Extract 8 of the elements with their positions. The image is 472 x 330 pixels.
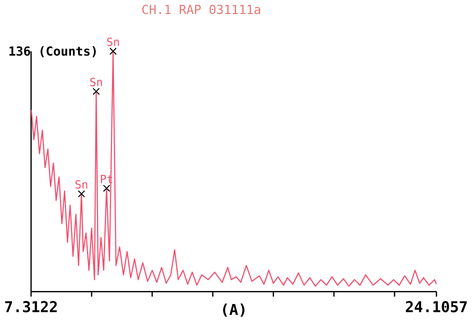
y-axis-title: 136 (Counts) [9,46,96,58]
annotation: Sn [76,180,88,189]
annotation: Sn [107,38,119,46]
annotation: Sn [90,78,102,86]
chart-title: CH.1 RAP 031111a [142,4,260,14]
x-tick-label: 7.3122 [5,301,57,312]
x-tick-label: 24.1057 [406,301,467,312]
x-axis-title: (A) [223,304,244,317]
